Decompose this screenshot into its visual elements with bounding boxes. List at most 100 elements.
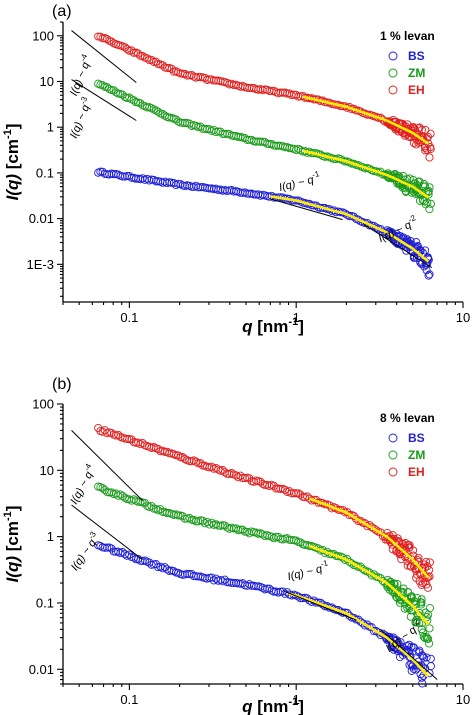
data-point <box>118 492 127 501</box>
data-point <box>426 654 435 663</box>
data-point <box>415 608 424 618</box>
data-point <box>423 145 432 154</box>
data-point <box>147 501 156 511</box>
power-law-guide-line <box>71 430 143 501</box>
data-point <box>207 573 216 582</box>
data-point <box>390 580 399 589</box>
data-point <box>223 523 232 532</box>
data-point <box>303 492 312 501</box>
data-point <box>160 563 169 572</box>
data-point <box>191 457 201 466</box>
data-point <box>151 504 161 514</box>
data-point <box>417 259 426 268</box>
data-point <box>418 652 427 661</box>
power-law-guide-line <box>380 628 438 680</box>
data-point <box>207 518 216 527</box>
data-point <box>100 543 109 552</box>
chart-panel-0: (a) 0.1 1 10 100 10 1 0.1 0.01 1E-3 q [nm-1] I(q) [… <box>2 3 470 336</box>
data-point <box>421 125 430 134</box>
data-point <box>125 93 134 102</box>
data-point <box>425 603 434 613</box>
data-point <box>191 121 201 130</box>
data-point <box>418 679 427 688</box>
legend-label: EH <box>408 83 425 97</box>
data-point <box>426 199 435 208</box>
data-point <box>209 125 218 135</box>
data-point <box>287 489 296 498</box>
data-point <box>243 527 252 536</box>
data-point <box>107 37 116 46</box>
data-point <box>98 427 107 436</box>
data-point <box>200 519 209 528</box>
fit-line-EH <box>308 497 430 579</box>
data-point <box>238 474 247 483</box>
x-tick-label: 1 <box>293 692 300 707</box>
data-point <box>174 451 183 460</box>
data-point <box>425 270 434 279</box>
data-point <box>169 567 178 576</box>
series-ZM <box>94 79 435 214</box>
data-point <box>129 96 138 105</box>
data-point <box>363 567 372 576</box>
data-point <box>269 587 278 596</box>
y-tick-label: 0.1 <box>36 165 54 180</box>
data-point <box>426 143 435 152</box>
data-point <box>196 183 205 192</box>
legend-marker <box>388 433 398 443</box>
data-point <box>425 624 434 633</box>
data-point <box>227 469 236 478</box>
data-point <box>203 517 212 527</box>
power-law-guide-line <box>362 223 433 268</box>
data-point <box>424 634 433 643</box>
data-point <box>198 124 207 133</box>
data-point <box>425 639 434 648</box>
data-point <box>352 615 361 624</box>
y-tick-label: 0.01 <box>29 662 54 677</box>
data-point <box>205 184 214 193</box>
data-point <box>218 129 227 138</box>
data-point <box>367 523 376 532</box>
data-point <box>154 107 163 116</box>
x-tick-label: 10 <box>456 310 470 325</box>
y-axis-title: I(q) [cm-1] <box>2 124 22 201</box>
legend: 1 % levan BS ZM EH <box>380 29 435 97</box>
data-point <box>418 651 427 660</box>
data-point <box>278 88 287 97</box>
data-point <box>178 118 187 127</box>
data-point <box>120 550 129 559</box>
data-point <box>176 180 185 189</box>
data-point <box>147 55 156 64</box>
data-point <box>207 462 216 471</box>
data-point <box>234 473 243 482</box>
data-point <box>265 584 274 593</box>
data-point <box>269 534 278 543</box>
data-point <box>245 580 254 589</box>
fit-line-ZM <box>302 149 430 199</box>
data-point <box>194 183 203 192</box>
data-point <box>171 180 181 190</box>
data-point <box>352 561 361 570</box>
data-point <box>247 581 256 590</box>
x-axis-title: q [nm-1] <box>242 696 304 715</box>
data-point <box>138 51 147 61</box>
data-point <box>103 83 112 92</box>
data-point <box>149 443 158 452</box>
data-point <box>243 581 252 590</box>
data-point <box>276 484 285 493</box>
data-point <box>292 489 301 498</box>
fit-line-ZM <box>308 544 430 626</box>
data-point <box>143 54 152 63</box>
legend-label: ZM <box>408 448 425 462</box>
data-point <box>417 125 426 134</box>
data-point <box>417 598 426 607</box>
data-point <box>425 565 434 575</box>
legend: 8 % levan BS ZM EH <box>380 411 435 479</box>
power-law-label: I(q) ~ q-4 <box>65 52 95 97</box>
panel-label: (b) <box>52 376 72 393</box>
y-tick-label: 1 <box>47 529 54 544</box>
data-point <box>405 543 414 552</box>
y-tick-label: 100 <box>32 397 54 412</box>
data-point <box>421 608 430 617</box>
data-point <box>103 543 112 552</box>
legend-label: BS <box>408 49 425 63</box>
